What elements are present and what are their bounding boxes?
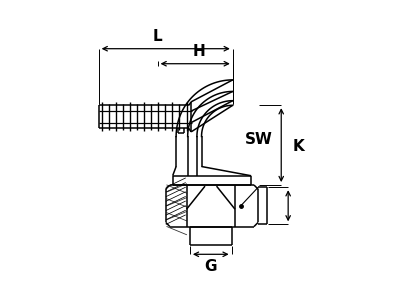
Text: K: K xyxy=(293,140,304,154)
Text: H: H xyxy=(193,44,206,59)
Text: SW: SW xyxy=(245,132,273,147)
Text: L: L xyxy=(153,29,162,44)
Text: G: G xyxy=(204,259,217,274)
